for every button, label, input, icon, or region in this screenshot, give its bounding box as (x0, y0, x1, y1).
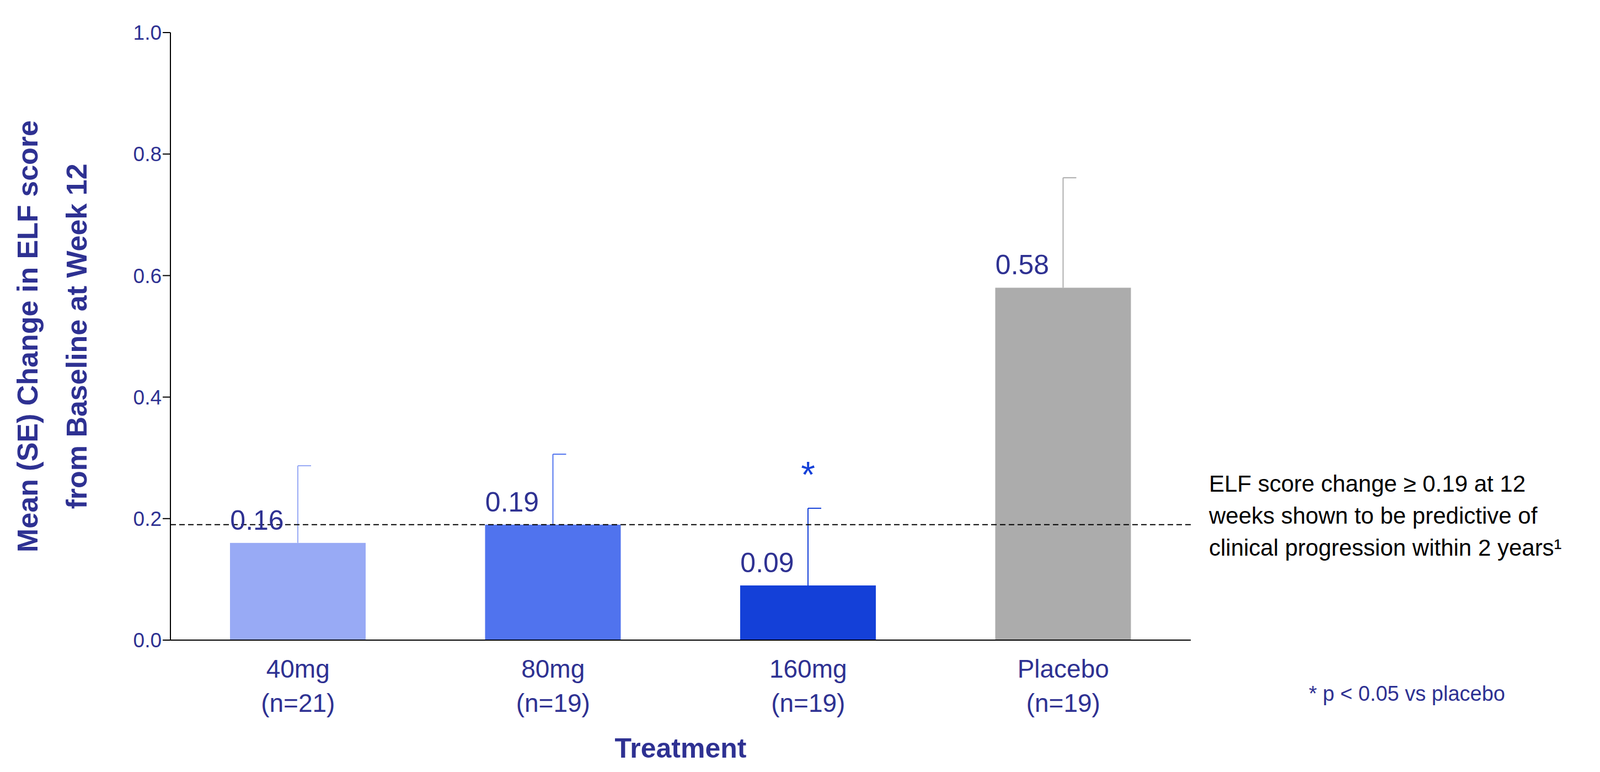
svg-text:0.2: 0.2 (133, 507, 162, 531)
svg-text:160mg: 160mg (769, 654, 848, 683)
svg-text:(n=19): (n=19) (516, 688, 591, 717)
svg-text:0.58: 0.58 (995, 249, 1050, 281)
svg-text:1.0: 1.0 (133, 21, 162, 45)
html-text:ELF score change ≥ 0.19 at 12: ELF score change ≥ 0.19 at 12 weeks show… (1208, 470, 1562, 561)
svg-text:*: * (800, 453, 816, 495)
svg-text:0.0: 0.0 (133, 628, 162, 652)
svg-text:0.09: 0.09 (740, 547, 794, 579)
svg-text:Treatment: Treatment (614, 732, 747, 764)
svg-text:0.19: 0.19 (485, 486, 539, 518)
html-text:* p < 0.05 vs placebo: * p < 0.05 vs placebo (1308, 681, 1506, 705)
svg-text:0.16: 0.16 (229, 504, 284, 536)
svg-text:(n=19): (n=19) (1026, 688, 1101, 717)
svg-text:0.6: 0.6 (133, 264, 162, 288)
svg-text:80mg: 80mg (521, 654, 585, 683)
svg-text:Mean (SE) Change in ELF score: Mean (SE) Change in ELF score (11, 120, 44, 553)
svg-text:0.8: 0.8 (133, 142, 162, 166)
svg-text:Placebo: Placebo (1017, 654, 1110, 683)
svg-text:(n=21): (n=21) (260, 688, 335, 717)
svg-text:from Baseline at Week 12: from Baseline at Week 12 (60, 163, 93, 509)
svg-text:0.4: 0.4 (133, 386, 162, 409)
svg-text:(n=19): (n=19) (771, 688, 845, 717)
svg-text:40mg: 40mg (266, 654, 330, 683)
